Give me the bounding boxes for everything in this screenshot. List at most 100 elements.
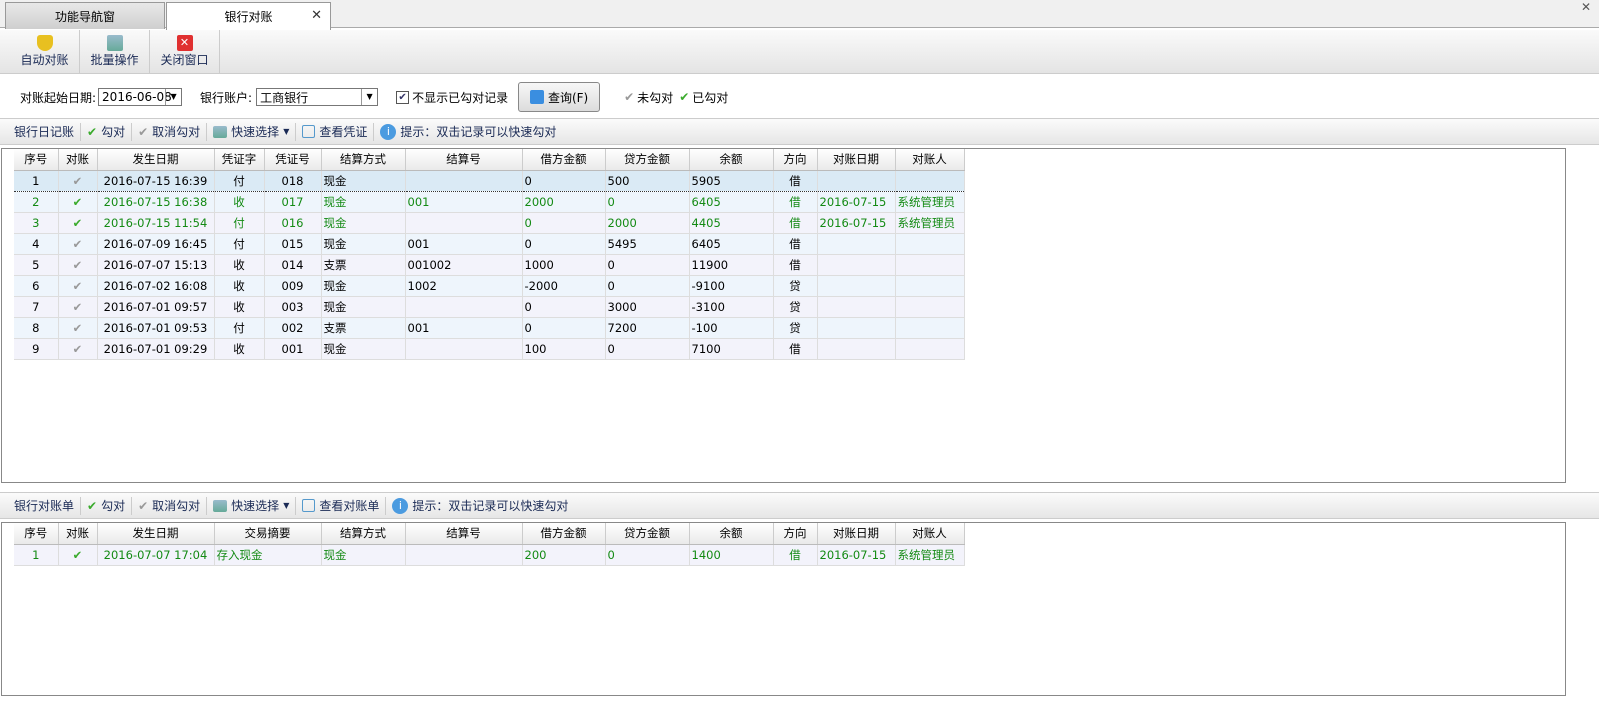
column-header[interactable]: 借方金额 (522, 149, 606, 171)
column-header[interactable]: 结算方式 (321, 149, 406, 171)
column-header[interactable]: 发生日期 (97, 523, 215, 545)
column-header[interactable]: 对账人 (895, 523, 965, 545)
cell (405, 212, 523, 234)
statement-toolbar: 银行对账单 ✔ 勾对 ✔ 取消勾对 快速选择 ▼ 查看对账单 i 提示：双击记录可以快速… (0, 492, 1599, 519)
column-header[interactable]: 方向 (773, 523, 818, 545)
table-row[interactable]: 5 ✔ 2016-07-07 15:13 收 014 支票 001002 1000 0 11900… (14, 254, 965, 276)
view-voucher-button[interactable]: 查看凭证 (296, 122, 375, 141)
check-icon: ✔ (87, 498, 98, 513)
column-header[interactable]: 对账 (58, 149, 98, 171)
uncheck-button[interactable]: ✔ 取消勾对 (132, 496, 208, 515)
statement-table: 序号 对账 发生日期 交易摘要 结算方式 结算号 借方金额 贷方金额 余额 方向 对账日期 对账人 1 ✔… (14, 523, 965, 566)
column-header[interactable]: 借方金额 (522, 523, 606, 545)
uncheck-button[interactable]: ✔ 取消勾对 (132, 122, 208, 141)
quick-select-button[interactable]: 快速选择 ▼ (207, 122, 297, 141)
cell: 现金 (321, 169, 406, 192)
column-header[interactable]: 对账人 (895, 149, 965, 171)
table-row[interactable]: 6 ✔ 2016-07-02 16:08 收 009 现金 1002 -2000 0 -9100 贷 (14, 275, 965, 297)
column-header[interactable]: 序号 (14, 523, 59, 545)
dropdown-arrow-icon[interactable]: ▼ (165, 89, 181, 105)
column-header[interactable]: 余额 (689, 523, 774, 545)
auto-reconcile-button[interactable]: 自动对账 (10, 30, 80, 73)
quick-select-button[interactable]: 快速选择 ▼ (207, 496, 297, 515)
query-button[interactable]: 查询(F) (518, 82, 601, 112)
cell: 016 (264, 212, 322, 234)
cell: 1000 (522, 254, 606, 276)
table-row[interactable]: 3 ✔ 2016-07-15 11:54 付 016 现金 0 2000 4405 借 2016-0… (14, 212, 965, 234)
table-row[interactable]: 1 ✔ 2016-07-07 17:04 存入现金 现金 200 0 1400 借 2016-07… (14, 544, 965, 566)
hide-checked-checkbox[interactable]: ✔ 不显示已勾对记录 (396, 89, 508, 106)
cell: 4405 (689, 212, 774, 234)
column-header[interactable]: 对账日期 (817, 149, 896, 171)
table-row[interactable]: 9 ✔ 2016-07-01 09:29 收 001 现金 100 0 7100 借 (14, 338, 965, 360)
column-header[interactable]: 交易摘要 (214, 523, 322, 545)
dropdown-arrow-icon[interactable]: ▼ (361, 89, 377, 105)
column-header[interactable]: 发生日期 (97, 149, 215, 171)
table-row[interactable]: 4 ✔ 2016-07-09 16:45 付 015 现金 001 0 5495 6405 借 (14, 233, 965, 255)
button-label: 批量操作 (90, 53, 139, 67)
column-header[interactable]: 结算号 (405, 523, 523, 545)
cell: 收 (214, 338, 265, 360)
column-header[interactable]: 贷方金额 (605, 523, 690, 545)
table-row[interactable]: 8 ✔ 2016-07-01 09:53 付 002 支票 001 0 7200 -100 贷 (14, 317, 965, 339)
cell: 系统管理员 (895, 191, 965, 213)
cell (817, 233, 896, 255)
cell: 借 (773, 338, 818, 360)
column-header[interactable]: 余额 (689, 149, 774, 171)
button-label: 自动对账 (20, 53, 69, 67)
close-icon[interactable]: ✕ (311, 8, 322, 23)
checked-mark-icon: ✔ (58, 544, 98, 566)
tab-label: 功能导航窗 (54, 9, 115, 24)
cell (895, 233, 965, 255)
quick-select-icon (213, 499, 228, 512)
account-label: 银行账户: (200, 90, 253, 105)
button-label: 查看对账单 (319, 499, 380, 513)
close-window-button[interactable]: ✕ 关闭窗口 (150, 30, 220, 73)
column-header[interactable]: 凭证号 (264, 149, 322, 171)
column-header[interactable]: 对账 (58, 523, 98, 545)
column-header[interactable]: 对账日期 (817, 523, 896, 545)
cell (895, 254, 965, 276)
uncheck-icon: ✔ (138, 124, 149, 139)
tab-label: 银行对账 (224, 10, 273, 24)
column-header[interactable]: 结算号 (405, 149, 523, 171)
cell: 2016-07-07 15:13 (97, 254, 215, 276)
batch-operation-button[interactable]: 批量操作 (80, 30, 150, 73)
table-row[interactable]: 7 ✔ 2016-07-01 09:57 收 003 现金 0 3000 -3100 贷 (14, 296, 965, 318)
cell (895, 169, 965, 192)
cell: 0 (522, 296, 606, 318)
table-row[interactable]: 2 ✔ 2016-07-15 16:38 收 017 现金 001 2000 0 6405 借 201… (14, 191, 965, 213)
cell: 现金 (321, 275, 406, 297)
start-date-label: 对账起始日期: (20, 90, 97, 105)
statement-title: 银行对账单 (8, 496, 82, 515)
column-header[interactable]: 贷方金额 (605, 149, 690, 171)
tab-navigation[interactable]: 功能导航窗 (5, 2, 165, 29)
cell: 018 (264, 169, 322, 192)
button-label: 勾对 (101, 125, 126, 139)
cell: 借 (773, 169, 818, 192)
table-row[interactable]: 1 ✔ 2016-07-15 16:39 付 018 现金 0 500 5905 借 (14, 169, 965, 192)
checked-mark-icon: ✔ (58, 212, 98, 234)
journal-grid: 序号 对账 发生日期 凭证字 凭证号 结算方式 结算号 借方金额 贷方金额 余额 方向 对账日期 对账人… (1, 148, 1566, 483)
check-button[interactable]: ✔ 勾对 (81, 122, 133, 141)
tab-bank-reconciliation[interactable]: 银行对账 ✕ (166, 2, 331, 30)
check-icon: ✔ (87, 124, 98, 139)
check-button[interactable]: ✔ 勾对 (81, 496, 133, 515)
account-select[interactable]: 工商银行 ▼ (256, 88, 379, 106)
start-date-picker[interactable]: 2016-06-08 ▼ (98, 88, 183, 106)
cell: 贷 (773, 275, 818, 297)
column-header[interactable]: 结算方式 (321, 523, 406, 545)
cell (895, 338, 965, 360)
view-statement-button[interactable]: 查看对账单 (296, 496, 387, 515)
button-label: 查询(F) (547, 90, 589, 105)
column-header[interactable]: 凭证字 (214, 149, 265, 171)
window-close-icon[interactable]: ✕ (1580, 0, 1591, 14)
hint: i 提示：双击记录可以快速勾对 (386, 497, 574, 515)
column-header[interactable]: 方向 (773, 149, 818, 171)
cell: 借 (773, 233, 818, 255)
cell (405, 169, 523, 192)
info-icon: i (380, 123, 397, 140)
column-header[interactable]: 序号 (14, 149, 59, 171)
cell: 2 (14, 191, 59, 213)
cell: 存入现金 (214, 544, 322, 566)
